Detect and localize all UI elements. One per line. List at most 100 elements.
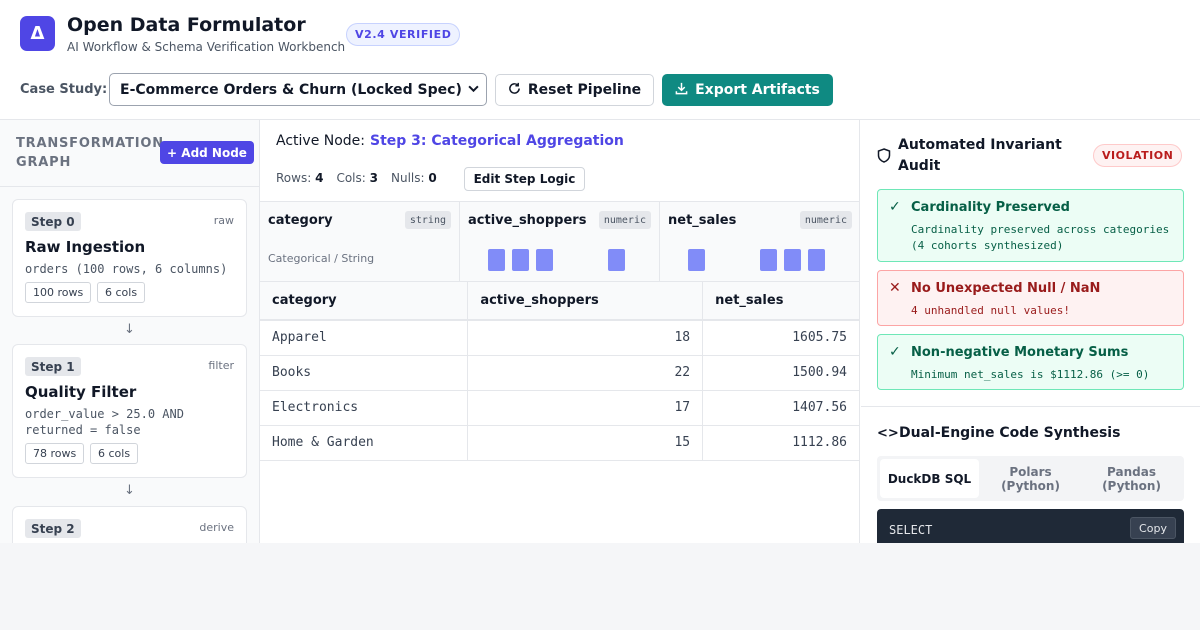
step-type: raw bbox=[213, 214, 234, 227]
audit-panel: Automated Invariant Audit VIOLATION ✓ Ca… bbox=[861, 120, 1200, 543]
check-detail: 4 unhandled null values! bbox=[911, 304, 1070, 317]
code-icon: <> bbox=[877, 426, 899, 441]
graph-title: TRANSFORMATION GRAPH bbox=[16, 136, 164, 170]
down-arrow-icon: ↓ bbox=[124, 483, 135, 498]
column-header-active-shoppers[interactable]: active_shoppers bbox=[467, 282, 704, 321]
nulls-stat: Nulls: 0 bbox=[390, 171, 437, 185]
histogram-bar bbox=[688, 249, 705, 271]
header: Δ Open Data Formulator AI Workflow & Sch… bbox=[0, 0, 1200, 120]
rows-chip: 78 rows bbox=[25, 443, 85, 464]
table-row: Apparel 18 1605.75 bbox=[260, 320, 859, 356]
copy-button[interactable]: Copy bbox=[1130, 517, 1176, 539]
table-row: Electronics 17 1407.56 bbox=[260, 390, 859, 426]
profile-column-name: active_shoppers bbox=[468, 213, 587, 228]
column-header-category[interactable]: category bbox=[260, 282, 469, 321]
cell-category: Home & Garden bbox=[260, 425, 469, 461]
profile-note: Categorical / String bbox=[268, 252, 375, 265]
profile-type-badge: string bbox=[404, 211, 451, 229]
histogram-bar bbox=[488, 249, 505, 271]
step-name: Raw Ingestion bbox=[25, 238, 146, 256]
rows-chip: 100 rows bbox=[25, 282, 92, 303]
profile-column-name: net_sales bbox=[668, 213, 737, 228]
check-non-negative: ✓ Non-negative Monetary Sums Minimum net… bbox=[877, 334, 1184, 390]
rows-stat: Rows: 4 bbox=[276, 171, 324, 185]
histogram-bar bbox=[512, 249, 529, 271]
graph-header: TRANSFORMATION GRAPH + Add Node bbox=[0, 120, 259, 187]
logo-icon: Δ bbox=[20, 16, 55, 51]
reset-pipeline-button[interactable]: Reset Pipeline bbox=[495, 74, 654, 106]
check-title: Cardinality Preserved bbox=[911, 200, 1070, 215]
refresh-icon bbox=[508, 82, 521, 99]
check-detail: Minimum net_sales is $1112.86 (>= 0) bbox=[911, 368, 1150, 381]
table-header-row: category active_shoppers net_sales bbox=[260, 282, 859, 321]
cell-active-shoppers: 15 bbox=[467, 425, 704, 461]
step-badge: Step 0 bbox=[25, 212, 81, 231]
column-header-net-sales[interactable]: net_sales bbox=[702, 282, 859, 321]
version-badge: V2.4 VERIFIED bbox=[346, 23, 461, 46]
cell-net-sales: 1605.75 bbox=[702, 320, 859, 356]
app-title: Open Data Formulator bbox=[67, 14, 306, 36]
check-title: Non-negative Monetary Sums bbox=[911, 345, 1129, 360]
cols-chip: 6 cols bbox=[90, 443, 139, 464]
step-card-2[interactable]: Step 2 derive bbox=[12, 506, 247, 543]
histogram-bar bbox=[760, 249, 777, 271]
check-null-nan: ✕ No Unexpected Null / NaN 4 unhandled n… bbox=[877, 270, 1184, 326]
profile-column-name: category bbox=[268, 213, 333, 228]
profile-active-shoppers: active_shoppers numeric bbox=[460, 202, 660, 282]
step-type: derive bbox=[199, 521, 234, 534]
cell-category: Electronics bbox=[260, 390, 469, 426]
code-synthesis-title: Dual-Engine Code Synthesis bbox=[899, 425, 1121, 441]
add-node-button[interactable]: + Add Node bbox=[160, 141, 254, 164]
case-study-select[interactable]: E-Commerce Orders & Churn (Locked Spec) bbox=[109, 73, 487, 106]
histogram-bar bbox=[536, 249, 553, 271]
export-artifacts-label: Export Artifacts bbox=[695, 82, 820, 98]
profile-type-badge: numeric bbox=[799, 211, 852, 229]
active-node-panel: Active Node: Step 3: Categorical Aggrega… bbox=[260, 120, 860, 543]
cols-stat: Cols: 3 bbox=[336, 171, 378, 185]
app-subtitle: AI Workflow & Schema Verification Workbe… bbox=[67, 40, 346, 54]
step-name: Quality Filter bbox=[25, 383, 137, 401]
code-text: SELECT bbox=[889, 523, 933, 537]
tab-polars-python[interactable]: Polars (Python) bbox=[1001, 464, 1060, 493]
chevron-down-icon bbox=[468, 83, 479, 97]
code-block[interactable]: SELECT Copy bbox=[877, 509, 1184, 543]
case-study-selected: E-Commerce Orders & Churn (Locked Spec) bbox=[120, 81, 462, 98]
cell-net-sales: 1500.94 bbox=[702, 355, 859, 391]
audit-title: Automated Invariant Audit bbox=[898, 137, 1062, 174]
step-type: filter bbox=[208, 359, 234, 372]
tab-pandas-python[interactable]: Pandas (Python) bbox=[1102, 464, 1161, 493]
status-badge: VIOLATION bbox=[1093, 144, 1183, 167]
engine-tabs: DuckDB SQL Polars (Python) Pandas (Pytho… bbox=[877, 456, 1184, 501]
profile-category: category string Categorical / String bbox=[260, 202, 460, 282]
active-node-label: Active Node: bbox=[276, 133, 366, 149]
check-icon: ✓ bbox=[889, 344, 901, 360]
cell-active-shoppers: 22 bbox=[467, 355, 704, 391]
close-icon: ✕ bbox=[889, 280, 901, 296]
step-card-0[interactable]: Step 0 raw Raw Ingestion orders (100 row… bbox=[12, 199, 247, 317]
check-title: No Unexpected Null / NaN bbox=[911, 281, 1101, 296]
tab-duckdb-sql[interactable]: DuckDB SQL bbox=[880, 459, 979, 498]
app-window: Δ Open Data Formulator AI Workflow & Sch… bbox=[0, 0, 1200, 543]
cell-category: Books bbox=[260, 355, 469, 391]
step-badge: Step 2 bbox=[25, 519, 81, 538]
table-row: Home & Garden 15 1112.86 bbox=[260, 425, 859, 461]
check-icon: ✓ bbox=[889, 199, 901, 215]
check-cardinality: ✓ Cardinality Preserved Cardinality pres… bbox=[877, 189, 1184, 262]
profile-net-sales: net_sales numeric bbox=[660, 202, 859, 282]
export-artifacts-button[interactable]: Export Artifacts bbox=[662, 74, 833, 106]
cell-net-sales: 1407.56 bbox=[702, 390, 859, 426]
active-node-value[interactable]: Step 3: Categorical Aggregation bbox=[370, 133, 624, 149]
histogram-bar bbox=[608, 249, 625, 271]
cell-category: Apparel bbox=[260, 320, 469, 356]
reset-pipeline-label: Reset Pipeline bbox=[527, 82, 642, 98]
cell-net-sales: 1112.86 bbox=[702, 425, 859, 461]
transformation-graph-panel: TRANSFORMATION GRAPH + Add Node Step 0 r… bbox=[0, 120, 260, 543]
down-arrow-icon: ↓ bbox=[124, 322, 135, 337]
column-profile-strip: category string Categorical / String act… bbox=[260, 201, 859, 282]
step-description: orders (100 rows, 6 columns) bbox=[25, 262, 228, 276]
step-card-1[interactable]: Step 1 filter Quality Filter order_value… bbox=[12, 344, 247, 478]
cols-chip: 6 cols bbox=[97, 282, 146, 303]
edit-step-logic-button[interactable]: Edit Step Logic bbox=[464, 167, 585, 191]
divider bbox=[861, 406, 1200, 407]
cell-active-shoppers: 17 bbox=[467, 390, 704, 426]
